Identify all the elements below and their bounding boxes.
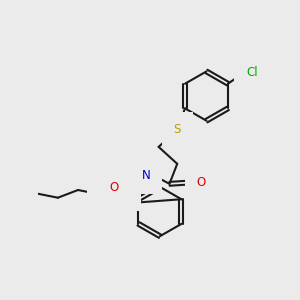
Text: N: N xyxy=(142,169,151,182)
Text: N: N xyxy=(120,187,129,200)
Text: O: O xyxy=(110,181,119,194)
Text: H: H xyxy=(98,194,105,203)
Text: O: O xyxy=(196,176,206,189)
Text: S: S xyxy=(173,123,181,136)
Text: H: H xyxy=(141,160,148,170)
Text: Cl: Cl xyxy=(246,66,258,79)
